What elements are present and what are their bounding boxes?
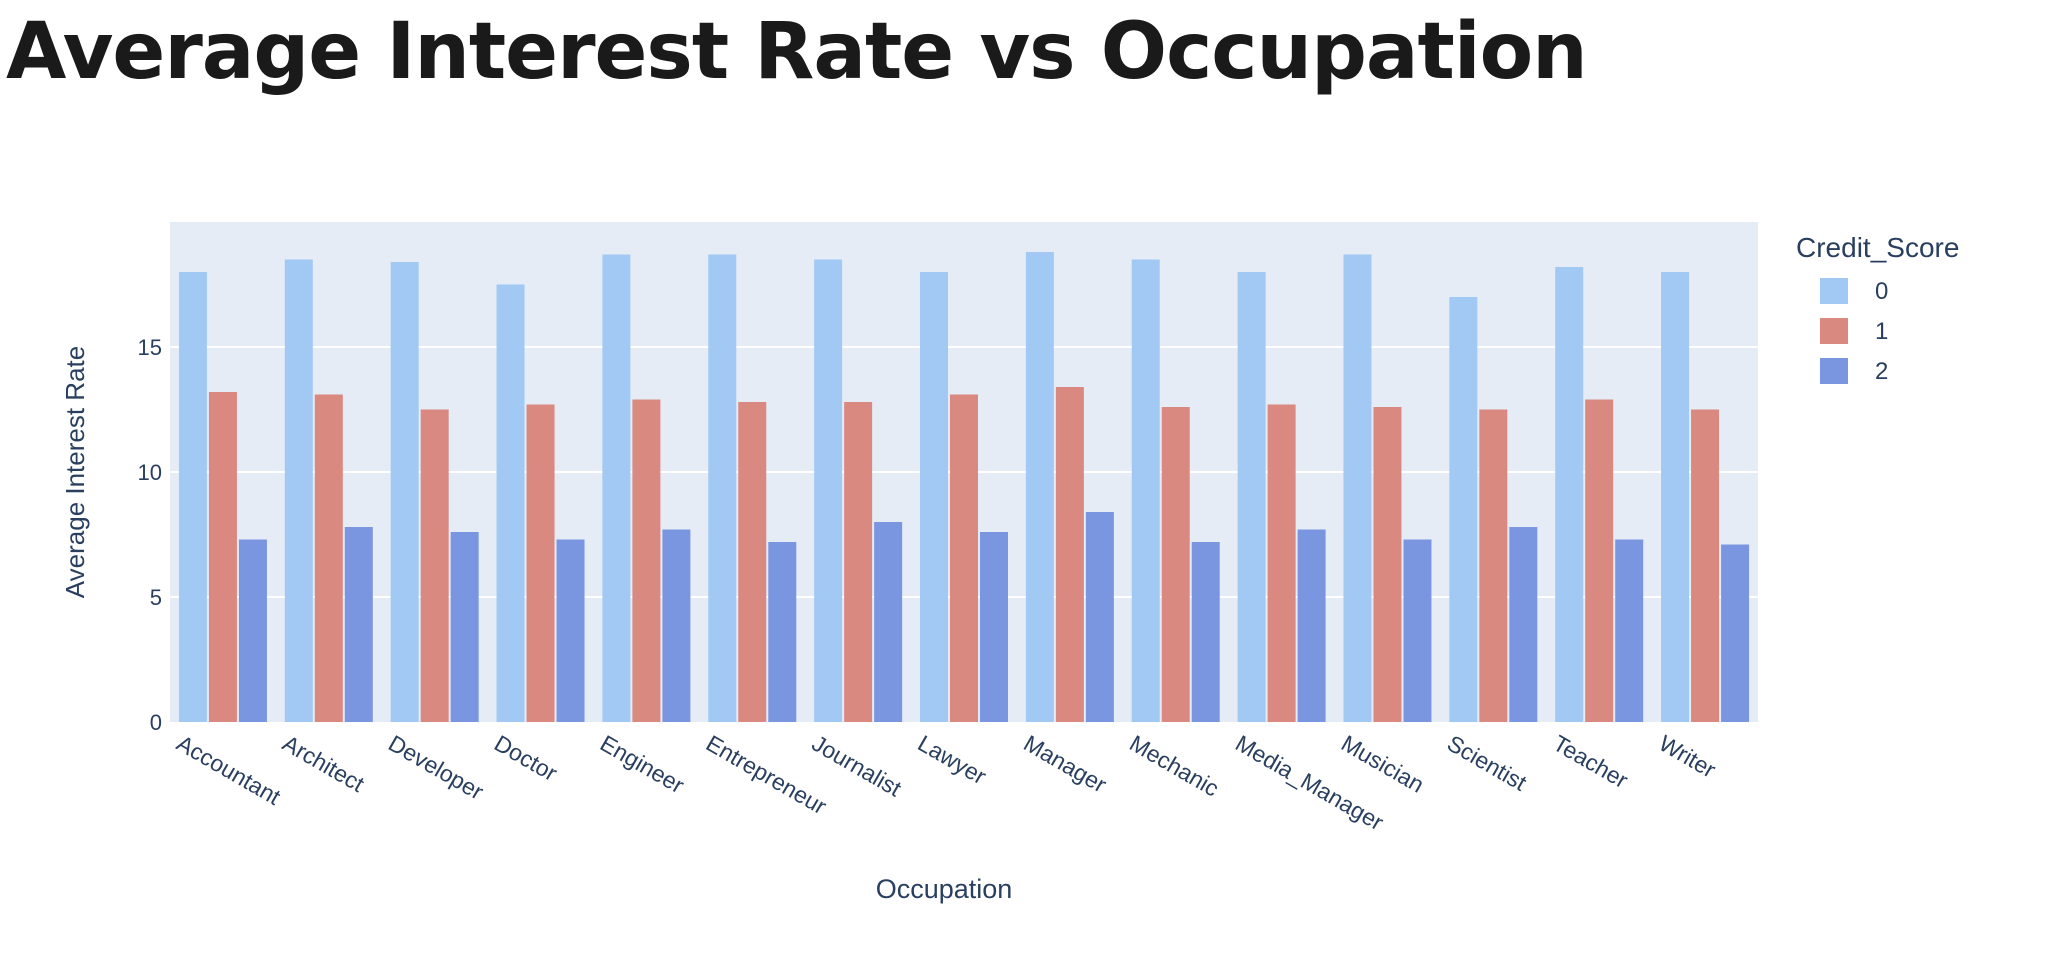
legend-label: 1: [1875, 318, 1888, 345]
bar-mechanic-score-2[interactable]: [1191, 542, 1220, 722]
bar-mechanic-score-0[interactable]: [1131, 259, 1160, 723]
bar-scientist-score-0[interactable]: [1449, 297, 1478, 722]
bar-writer-score-2[interactable]: [1721, 544, 1750, 723]
legend-swatch: [1820, 358, 1848, 384]
y-axis-title: Average Interest Rate: [60, 346, 90, 598]
legend-label: 2: [1875, 358, 1888, 385]
bar-developer-score-2[interactable]: [450, 532, 479, 722]
x-tick-label: Accountant: [172, 730, 285, 810]
y-tick-label: 0: [150, 710, 162, 735]
legend-label: 0: [1875, 278, 1888, 305]
x-tick-label: Developer: [384, 730, 488, 805]
legend-swatch: [1820, 278, 1848, 304]
x-tick-label: Scientist: [1443, 730, 1532, 796]
bar-manager-score-1[interactable]: [1055, 387, 1084, 722]
bar-media-manager-score-1[interactable]: [1267, 404, 1296, 723]
x-tick-label: Mechanic: [1125, 730, 1223, 802]
x-tick-label: Musician: [1337, 730, 1429, 798]
bar-lawyer-score-1[interactable]: [950, 394, 978, 723]
x-tick-label: Manager: [1019, 730, 1111, 798]
legend-swatch: [1820, 318, 1848, 344]
legend-item-2[interactable]: 2: [1820, 358, 1888, 385]
y-tick-label: 5: [150, 585, 162, 610]
bar-architect-score-1[interactable]: [314, 394, 343, 723]
legend-items[interactable]: 0 1 2: [1820, 278, 1888, 385]
bar-mechanic-score-1[interactable]: [1161, 407, 1190, 722]
bar-teacher-score-2[interactable]: [1615, 539, 1644, 723]
x-tick-label: Teacher: [1549, 730, 1633, 794]
bar-media-manager-score-0[interactable]: [1237, 272, 1266, 722]
bar-entrepreneur-score-0[interactable]: [708, 254, 737, 723]
bars: [178, 252, 1750, 723]
x-tick-label: Engineer: [596, 730, 689, 799]
bar-media-manager-score-2[interactable]: [1297, 529, 1326, 723]
legend-title: Credit_Score: [1796, 232, 1959, 263]
bar-manager-score-0[interactable]: [1025, 252, 1054, 722]
bar-engineer-score-2[interactable]: [662, 529, 691, 723]
bar-writer-score-0[interactable]: [1661, 272, 1690, 722]
y-axis-ticks: 0 5 10 15: [138, 335, 162, 735]
bar-entrepreneur-score-1[interactable]: [738, 402, 767, 722]
bar-engineer-score-1[interactable]: [632, 399, 661, 723]
bar-entrepreneur-score-2[interactable]: [768, 542, 797, 722]
x-tick-label: Doctor: [490, 730, 562, 787]
y-tick-label: 15: [138, 335, 162, 360]
bar-accountant-score-1[interactable]: [208, 392, 237, 722]
bar-doctor-score-2[interactable]: [556, 539, 585, 723]
bar-lawyer-score-0[interactable]: [920, 272, 948, 722]
bar-developer-score-0[interactable]: [390, 262, 419, 722]
bar-architect-score-0[interactable]: [284, 259, 313, 723]
bar-engineer-score-0[interactable]: [602, 254, 631, 723]
bar-journalist-score-0[interactable]: [814, 259, 843, 723]
bar-accountant-score-0[interactable]: [178, 272, 207, 722]
bar-musician-score-0[interactable]: [1343, 254, 1372, 723]
x-tick-label: Lawyer: [914, 730, 992, 790]
bar-scientist-score-1[interactable]: [1479, 409, 1508, 723]
page-title: Average Interest Rate vs Occupation: [6, 7, 1588, 97]
legend-item-0[interactable]: 0: [1820, 278, 1888, 305]
bar-journalist-score-1[interactable]: [844, 402, 873, 722]
bar-architect-score-2[interactable]: [344, 527, 373, 722]
x-axis-title: Occupation: [876, 874, 1013, 904]
bar-developer-score-1[interactable]: [420, 409, 449, 723]
x-tick-label: Architect: [278, 730, 369, 798]
bar-journalist-score-2[interactable]: [874, 522, 903, 722]
bar-teacher-score-1[interactable]: [1585, 399, 1614, 723]
x-tick-label: Writer: [1655, 730, 1721, 783]
bar-accountant-score-2[interactable]: [238, 539, 267, 723]
bar-lawyer-score-2[interactable]: [980, 532, 1008, 722]
bar-manager-score-2[interactable]: [1085, 512, 1114, 722]
bar-musician-score-1[interactable]: [1373, 407, 1402, 722]
bar-teacher-score-0[interactable]: [1555, 267, 1584, 722]
legend-item-1[interactable]: 1: [1820, 318, 1888, 345]
bar-doctor-score-0[interactable]: [496, 284, 525, 723]
bar-writer-score-1[interactable]: [1691, 409, 1720, 723]
legend[interactable]: Credit_Score 0 1 2: [1796, 232, 1959, 385]
bar-musician-score-2[interactable]: [1403, 539, 1432, 723]
bar-scientist-score-2[interactable]: [1509, 527, 1538, 722]
bar-doctor-score-1[interactable]: [526, 404, 555, 723]
y-tick-label: 10: [138, 460, 162, 485]
